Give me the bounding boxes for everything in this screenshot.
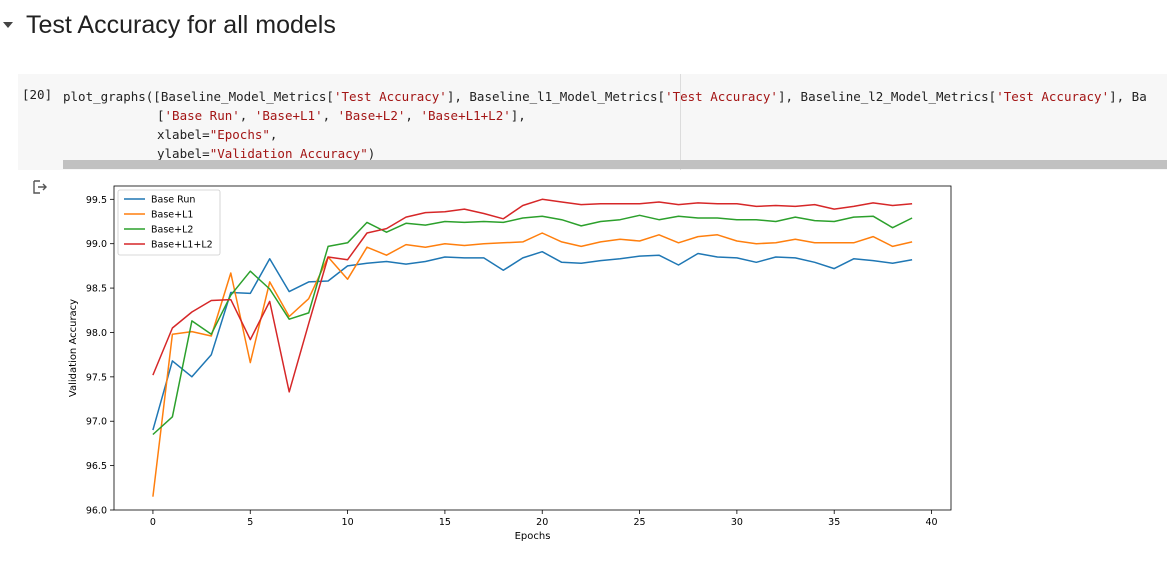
x-tick-label: 35 — [828, 517, 840, 528]
code-lines[interactable]: plot_graphs([Baseline_Model_Metrics['Tes… — [63, 87, 1147, 163]
legend-label: Base+L1+L2 — [151, 240, 213, 251]
code-token: plot_graphs([Baseline_Model_Metrics[ — [63, 89, 334, 104]
code-token: ylabel= — [157, 146, 210, 161]
section-header: Test Accuracy for all models — [0, 0, 1167, 56]
plot-frame — [113, 185, 952, 511]
code-line: ['Base Run', 'Base+L1', 'Base+L2', 'Base… — [63, 106, 1147, 125]
code-string-token: "Epochs" — [209, 127, 270, 142]
code-line: plot_graphs([Baseline_Model_Metrics['Tes… — [63, 87, 1147, 106]
chart-output: 0 5 10 15 20 25 30 35 40 96.0 96.5 97.0 97.5 98.0 98.5… — [0, 176, 1167, 559]
execution-count: [20] — [22, 87, 53, 102]
code-token: , — [405, 108, 421, 123]
y-tick-label: 96.5 — [86, 461, 107, 472]
code-string-token: 'Base+L2' — [337, 108, 406, 123]
code-line: xlabel="Epochs", — [63, 125, 1147, 144]
legend-label: Base Run — [151, 195, 195, 206]
y-tick-label: 98.5 — [86, 284, 107, 295]
y-tick-label: 96.0 — [86, 506, 107, 517]
collapse-arrow-icon[interactable] — [3, 22, 13, 28]
code-token: , — [239, 108, 255, 123]
code-token: ], Baseline_l2_Model_Metrics[ — [777, 89, 997, 104]
y-axis-label: Validation Accuracy — [68, 299, 79, 397]
code-line: ylabel="Validation Accuracy") — [63, 144, 1147, 163]
code-token: , — [269, 127, 278, 142]
editor-ruler — [680, 74, 681, 170]
x-tick-label: 20 — [536, 517, 548, 528]
legend-box — [117, 189, 221, 256]
code-string-token: 'Base+L1+L2' — [420, 108, 511, 123]
y-tick-label: 98.0 — [86, 328, 107, 339]
y-tick-label: 97.5 — [86, 372, 107, 383]
code-token: [ — [157, 108, 165, 123]
horizontal-scrollbar-thumb[interactable] — [63, 160, 1167, 169]
legend-label: Base+L2 — [151, 225, 193, 236]
x-tick-label: 5 — [247, 517, 253, 528]
x-tick-label: 25 — [634, 517, 646, 528]
series-line — [152, 250, 913, 431]
x-tick-label: 30 — [731, 517, 743, 528]
series-line — [152, 198, 913, 393]
code-token: ], Ba — [1109, 89, 1147, 104]
y-tick-label: 99.5 — [86, 195, 107, 206]
code-string-token: 'Test Accuracy' — [996, 89, 1110, 104]
code-string-token: 'Test Accuracy' — [665, 89, 778, 104]
code-string-token: 'Base+L1' — [254, 108, 323, 123]
x-tick-label: 15 — [439, 517, 451, 528]
section-title: Test Accuracy for all models — [26, 11, 336, 39]
code-editor[interactable]: plot_graphs([Baseline_Model_Metrics['Tes… — [18, 74, 1167, 170]
code-token: ) — [367, 146, 376, 161]
code-cell: plot_graphs([Baseline_Model_Metrics['Tes… — [0, 74, 1167, 170]
series-line — [152, 232, 913, 497]
plot-area — [114, 186, 951, 510]
y-tick-label: 97.0 — [86, 417, 107, 428]
code-token: ], — [510, 108, 526, 123]
code-string-token: "Validation Accuracy" — [209, 146, 368, 161]
code-string-token: 'Test Accuracy' — [333, 89, 447, 104]
x-tick-label: 10 — [342, 517, 354, 528]
code-token: , — [322, 108, 338, 123]
series-line — [152, 214, 913, 436]
y-tick-label: 99.0 — [86, 239, 107, 250]
output-redirect-icon[interactable] — [33, 180, 47, 194]
line-chart: 0 5 10 15 20 25 30 35 40 96.0 96.5 97.0 97.5 98.0 98.5… — [68, 185, 952, 542]
x-axis-label: Epochs — [515, 531, 551, 542]
code-string-token: 'Base Run' — [164, 108, 240, 123]
code-token: ], Baseline_l1_Model_Metrics[ — [446, 89, 666, 104]
x-tick-label: 0 — [150, 517, 156, 528]
code-token: xlabel= — [157, 127, 210, 142]
x-tick-label: 40 — [925, 517, 937, 528]
legend-label: Base+L1 — [151, 210, 193, 221]
